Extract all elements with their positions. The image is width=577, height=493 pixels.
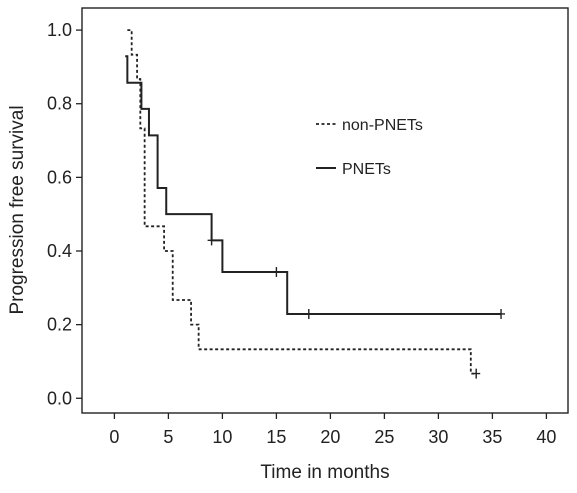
- x-axis: 0 5 10 15 20 25 30 35 40: [109, 413, 556, 447]
- y-axis-title: Progression free survival: [7, 105, 28, 314]
- series-line-non-pnets: [127, 29, 477, 375]
- x-tick-label: 10: [212, 427, 232, 447]
- plot-frame: [81, 7, 569, 414]
- censor-mark: [207, 235, 216, 246]
- y-tick-label: 0.8: [47, 94, 72, 114]
- legend-label-pnets: PNETs: [342, 161, 391, 178]
- censor-mark: [472, 368, 481, 379]
- x-tick-label: 25: [374, 427, 394, 447]
- y-axis: 0.0 0.2 0.4 0.6 0.8 1.0: [47, 20, 82, 408]
- series-line-pnets: [125, 55, 502, 315]
- series-layer: [125, 29, 502, 375]
- censor-mark: [272, 266, 281, 277]
- y-tick-label: 0.0: [47, 388, 72, 408]
- x-tick-label: 5: [163, 427, 173, 447]
- x-tick-label: 0: [109, 427, 119, 447]
- x-tick-label: 15: [266, 427, 286, 447]
- x-tick-label: 20: [320, 427, 340, 447]
- y-tick-label: 1.0: [47, 20, 72, 40]
- censor-mark: [304, 308, 313, 319]
- legend-label-non-pnets: non-PNETs: [342, 117, 423, 134]
- censor-mark: [497, 308, 506, 319]
- legend: non-PNETs PNETs: [316, 117, 423, 178]
- y-tick-label: 0.6: [47, 167, 72, 187]
- x-tick-label: 40: [536, 427, 556, 447]
- y-tick-label: 0.4: [47, 241, 72, 261]
- censor-layer: [207, 235, 506, 379]
- x-tick-label: 35: [482, 427, 502, 447]
- y-tick-label: 0.2: [47, 315, 72, 335]
- x-tick-label: 30: [428, 427, 448, 447]
- x-axis-title: Time in months: [260, 462, 389, 483]
